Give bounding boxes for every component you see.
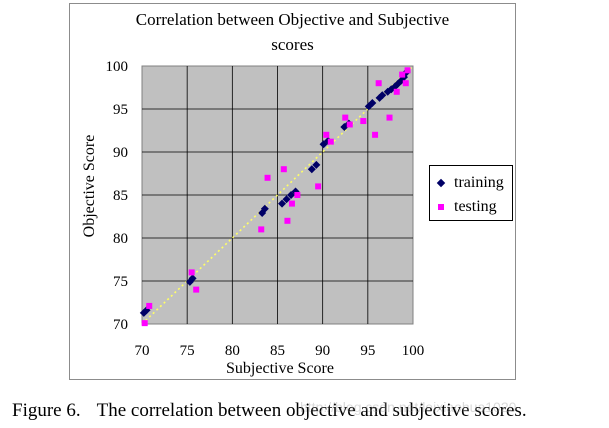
y-tick-label: 95 [113,102,128,118]
point-testing [360,118,367,125]
point-testing [294,192,301,198]
square-marker-icon [438,204,444,210]
figure-caption-text: The correlation between objective and su… [96,400,527,421]
point-testing [264,174,271,181]
point-testing [315,183,322,190]
point-testing [346,121,353,128]
point-testing [288,200,295,207]
y-tick-label: 90 [113,145,128,161]
point-training [378,91,387,100]
y-tick-label: 100 [106,59,129,75]
point-testing [141,320,148,327]
point-testing [375,80,382,87]
point-testing [193,286,200,293]
point-training [260,204,269,213]
y-axis-label: Objective Score [81,134,98,238]
chart-title-line-2: scores [271,35,314,54]
point-testing [258,226,265,233]
point-testing [372,131,379,138]
x-axis-label: Subjective Score [226,360,334,377]
point-training [307,165,316,174]
point-training [278,199,287,208]
y-tick-label: 85 [113,188,128,204]
point-testing [393,88,400,95]
point-testing [323,131,330,138]
x-tick-label: 100 [402,343,425,359]
x-tick-label: 85 [270,343,285,359]
point-testing [146,302,153,309]
watermark: http://blog.csdn.net/leixiaohua1020 [300,399,517,415]
point-testing [386,114,393,121]
diamond-marker-icon [436,178,446,188]
legend: training testing [429,165,513,221]
y-tick-label: 70 [113,317,128,333]
point-training [368,98,377,107]
y-tick-label: 80 [113,231,128,247]
point-training [188,274,197,283]
legend-item-training: training [434,173,504,193]
figure-caption: Figure 6. The correlation between objecti… [12,400,527,422]
legend-item-testing: testing [434,197,497,217]
point-training [312,160,321,169]
y-tick-label: 75 [113,274,128,290]
legend-label-testing: testing [454,198,497,215]
figure-number: Figure 6. [12,400,81,421]
point-testing [327,138,334,145]
point-testing [402,80,409,87]
x-tick-label: 80 [225,343,240,359]
point-testing [404,67,411,74]
point-testing [280,166,287,173]
x-tick-label: 90 [315,343,330,359]
point-testing [399,71,406,78]
point-testing [342,114,349,121]
point-training [282,195,291,204]
x-tick-label: 75 [180,343,195,359]
point-testing [188,269,195,276]
x-tick-label: 70 [135,343,150,359]
x-tick-label: 95 [360,343,375,359]
chart-title-line-1: Correlation between Objective and Subjec… [135,10,450,29]
legend-label-training: training [454,174,504,191]
point-testing [284,217,291,224]
